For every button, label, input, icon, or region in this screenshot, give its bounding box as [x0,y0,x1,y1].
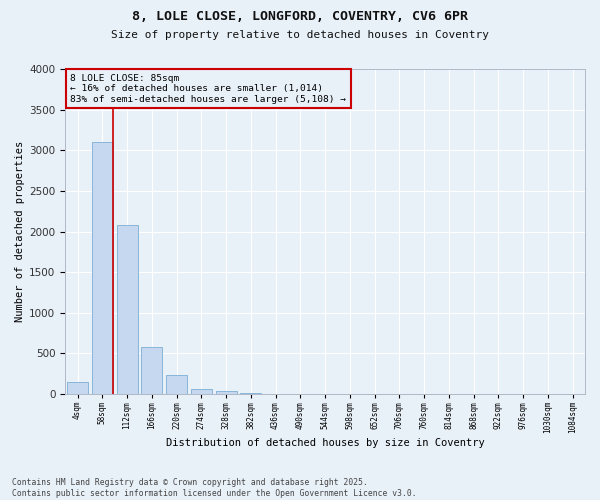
Bar [240,393,262,394]
Y-axis label: Number of detached properties: Number of detached properties [15,141,25,322]
Text: 8 LOLE CLOSE: 85sqm
← 16% of detached houses are smaller (1,014)
83% of semi-det: 8 LOLE CLOSE: 85sqm ← 16% of detached ho… [70,74,346,104]
Bar [67,382,88,394]
Bar [141,348,163,394]
Text: Size of property relative to detached houses in Coventry: Size of property relative to detached ho… [111,30,489,40]
Text: 8, LOLE CLOSE, LONGFORD, COVENTRY, CV6 6PR: 8, LOLE CLOSE, LONGFORD, COVENTRY, CV6 6… [132,10,468,23]
Bar [92,142,113,394]
Bar [215,391,236,394]
X-axis label: Distribution of detached houses by size in Coventry: Distribution of detached houses by size … [166,438,484,448]
Bar [116,225,137,394]
Bar [191,389,212,394]
Text: Contains HM Land Registry data © Crown copyright and database right 2025.
Contai: Contains HM Land Registry data © Crown c… [12,478,416,498]
Bar [166,374,187,394]
